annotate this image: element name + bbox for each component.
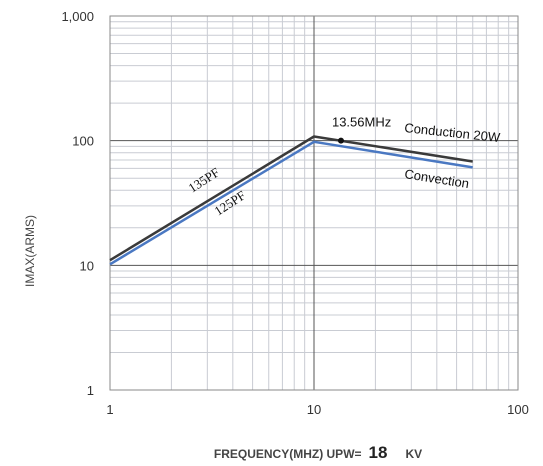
y-axis-label: IMAX(ARMS) — [23, 215, 37, 287]
marker-13-56mhz-dot — [337, 137, 344, 144]
series-layer — [109, 135, 473, 266]
marker-13-56mhz-label: 13.56MHz — [332, 115, 391, 130]
x-tick-label: 1 — [106, 402, 113, 417]
x-axis-label-unit: KV — [405, 447, 422, 461]
series-line-convection — [109, 140, 473, 266]
line-label-135pf: 135PF — [185, 164, 222, 195]
y-tick-label: 1 — [87, 383, 94, 398]
y-tick-label: 10 — [80, 258, 94, 273]
series-line-conduction — [109, 135, 473, 262]
x-axis-label-value: 18 — [369, 443, 388, 462]
x-tick-label: 100 — [507, 402, 529, 417]
plot-border — [109, 15, 519, 391]
y-tick-label: 100 — [72, 134, 94, 149]
x-tick-label: 10 — [307, 402, 321, 417]
tick-layer: 1 10 100 1 10 100 1,000 — [61, 9, 528, 417]
y-tick-label: 1,000 — [61, 9, 94, 24]
x-axis-label: FREQUENCY(MHZ) UPW= 18 KV — [214, 443, 422, 462]
x-axis-label-prefix: FREQUENCY(MHZ) UPW= — [214, 447, 362, 461]
